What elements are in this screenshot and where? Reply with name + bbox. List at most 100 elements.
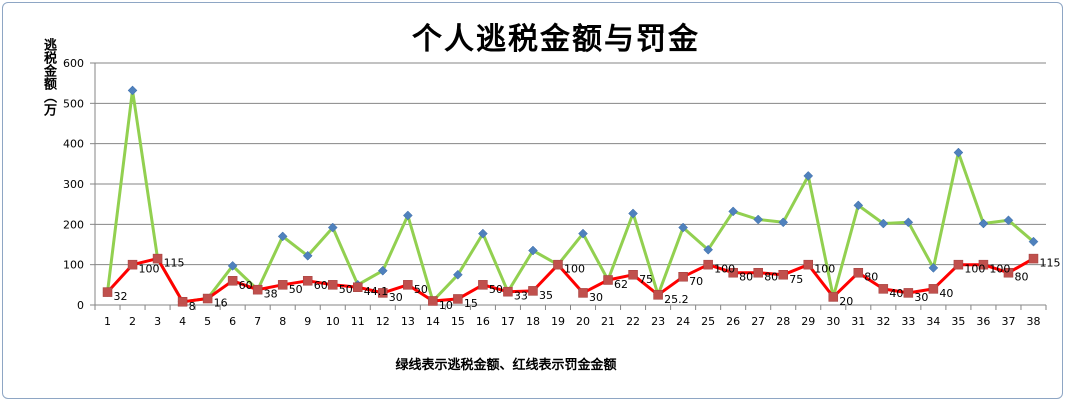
x-tick-label: 10 — [326, 315, 340, 328]
data-point — [277, 231, 288, 242]
x-tick-label: 30 — [826, 315, 840, 328]
data-label: 30 — [389, 291, 403, 304]
x-tick-label: 4 — [179, 315, 186, 328]
data-point — [478, 280, 488, 290]
data-point — [353, 282, 363, 292]
x-tick-label: 38 — [1026, 315, 1040, 328]
data-label: 25.2 — [664, 293, 689, 306]
x-tick-label: 6 — [229, 315, 236, 328]
data-label: 62 — [614, 278, 628, 291]
data-label: 60 — [314, 279, 328, 292]
x-tick-label: 12 — [376, 315, 390, 328]
x-tick-label: 9 — [304, 315, 311, 328]
x-tick-label: 36 — [976, 315, 990, 328]
data-label: 80 — [864, 271, 878, 284]
data-point — [302, 276, 313, 286]
data-point — [753, 267, 763, 278]
x-axis-title: 绿线表示逃税金额、红线表示罚金金额 — [395, 358, 617, 373]
x-tick-label: 22 — [626, 315, 640, 328]
data-point — [853, 267, 864, 278]
data-point — [578, 288, 588, 298]
data-label: 15 — [464, 297, 478, 310]
data-label: 40 — [939, 287, 953, 300]
data-point — [678, 222, 688, 233]
x-tick-label: 25 — [701, 315, 715, 328]
x-tick-label: 33 — [901, 315, 915, 328]
data-point — [578, 228, 588, 239]
data-point — [778, 217, 789, 228]
data-point — [678, 272, 688, 282]
y-tick-label: 600 — [63, 57, 84, 70]
x-tick-label: 1 — [104, 315, 111, 328]
x-tick-label: 23 — [651, 315, 665, 328]
data-label: 8 — [189, 300, 196, 313]
data-label: 50 — [289, 283, 303, 296]
data-point — [1003, 215, 1014, 226]
x-tick-label: 32 — [876, 315, 890, 328]
x-tick-label: 13 — [401, 315, 415, 328]
data-point — [528, 286, 538, 296]
data-point — [653, 290, 663, 300]
y-tick-label: 100 — [63, 259, 84, 272]
series-line-0 — [106, 88, 1035, 304]
chart-frame — [2, 2, 1063, 399]
data-label: 44.1 — [364, 285, 389, 298]
x-tick-label: 21 — [601, 315, 615, 328]
data-label: 80 — [764, 271, 778, 284]
data-point — [803, 259, 813, 270]
data-point — [227, 276, 238, 286]
data-point — [503, 286, 513, 297]
data-point — [628, 208, 638, 219]
data-point — [553, 259, 563, 270]
x-tick-label: 19 — [551, 315, 565, 328]
x-tick-label: 11 — [351, 315, 365, 328]
x-tick-label: 34 — [926, 315, 940, 328]
data-point — [903, 217, 914, 228]
data-label: 10 — [439, 299, 453, 312]
data-point — [252, 284, 263, 295]
data-point — [928, 284, 939, 294]
x-tick-label: 3 — [154, 315, 161, 328]
data-label: 80 — [739, 271, 753, 284]
x-tick-label: 17 — [501, 315, 515, 328]
x-tick-label: 37 — [1001, 315, 1015, 328]
data-point — [628, 270, 638, 280]
data-point — [878, 284, 889, 294]
data-point — [953, 259, 964, 270]
data-label: 50 — [339, 283, 353, 296]
data-point — [302, 250, 313, 261]
y-axis-title: 逃税金额（万 — [41, 38, 56, 116]
data-point — [378, 288, 388, 298]
data-label: 38 — [264, 288, 278, 301]
data-label: 80 — [1014, 271, 1028, 284]
data-point — [177, 297, 188, 307]
x-tick-label: 5 — [204, 315, 211, 328]
data-label: 50 — [489, 283, 503, 296]
data-label: 30 — [589, 291, 603, 304]
data-point — [227, 261, 238, 271]
data-label: 100 — [714, 263, 735, 276]
data-point — [703, 259, 713, 270]
y-tick-label: 400 — [63, 138, 84, 151]
x-tick-label: 18 — [526, 315, 540, 328]
data-point — [453, 269, 463, 280]
x-tick-label: 29 — [801, 315, 815, 328]
data-point — [1028, 236, 1039, 247]
data-point — [753, 214, 764, 225]
x-tick-label: 28 — [776, 315, 790, 328]
data-label: 70 — [689, 275, 703, 288]
x-tick-label: 26 — [726, 315, 740, 328]
data-point — [127, 259, 138, 270]
y-tick-label: 300 — [63, 178, 84, 191]
data-point — [953, 147, 964, 158]
data-label: 115 — [164, 257, 185, 270]
data-point — [778, 270, 788, 280]
data-point — [703, 244, 713, 255]
data-point — [803, 171, 814, 181]
y-tick-label: 500 — [63, 97, 84, 110]
data-label: 100 — [139, 263, 160, 276]
x-tick-label: 14 — [426, 315, 440, 328]
x-tick-label: 16 — [476, 315, 490, 328]
y-tick-label: 0 — [77, 299, 84, 312]
